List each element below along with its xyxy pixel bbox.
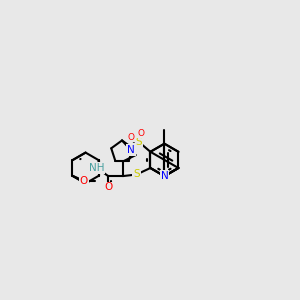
Text: N: N — [127, 145, 135, 155]
Text: NH: NH — [89, 163, 105, 173]
Text: O: O — [80, 176, 88, 186]
Text: O: O — [128, 133, 134, 142]
Text: S: S — [136, 137, 142, 147]
Text: O: O — [137, 129, 144, 138]
Text: N: N — [160, 171, 168, 181]
Text: O: O — [104, 182, 112, 192]
Text: S: S — [133, 169, 140, 179]
